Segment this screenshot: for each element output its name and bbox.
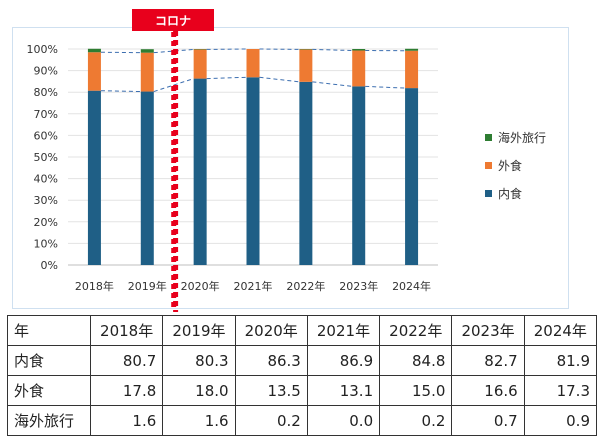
table-header-cell: 2021年 — [306, 315, 381, 346]
legend-swatch — [485, 134, 492, 141]
y-tick-label: 50% — [34, 151, 58, 164]
table-header-cell: 年 — [7, 315, 91, 346]
table-header-row: 年 2018年 2019年 2020年 2021年 2022年 2023年 20… — [7, 315, 598, 346]
x-tick-label: 2024年 — [392, 279, 431, 293]
table-cell: 1.6 — [89, 405, 164, 436]
bar-segment — [87, 52, 101, 91]
table-cell: 13.5 — [234, 375, 308, 406]
bar-segment — [352, 49, 366, 51]
table-header-cell: 2024年 — [523, 315, 598, 346]
y-tick-label: 80% — [34, 86, 58, 99]
table-cell: 0.2 — [379, 405, 453, 436]
y-tick-label: 60% — [34, 129, 58, 142]
table-cell: 86.9 — [306, 345, 381, 376]
y-tick-label: 40% — [34, 173, 58, 186]
y-tick-label: 100% — [27, 43, 58, 56]
bar-segment — [87, 90, 101, 265]
table-header-cell: 2022年 — [379, 315, 453, 346]
legend-label: 内食 — [498, 186, 522, 201]
table-row: 海外旅行 1.6 1.6 0.2 0.0 0.2 0.7 0.9 — [7, 405, 598, 436]
table-cell: 0.0 — [306, 405, 381, 436]
table-cell: 80.3 — [162, 345, 236, 376]
table-cell: 80.7 — [89, 345, 164, 376]
bar-segment — [140, 52, 154, 92]
legend-label: 外食 — [498, 158, 522, 173]
table-cell: 84.8 — [379, 345, 453, 376]
data-table: 年 2018年 2019年 2020年 2021年 2022年 2023年 20… — [7, 315, 598, 436]
table-cell: 0.7 — [451, 405, 525, 436]
table-cell: 82.7 — [451, 345, 525, 376]
x-tick-label: 2023年 — [339, 279, 378, 293]
table-cell: 17.8 — [89, 375, 164, 406]
table-cell: 0.2 — [234, 405, 308, 436]
bar-segment — [352, 86, 366, 265]
chart-area: 0% 10% 20% 30% 40% 50% 60% 70% 80% 90% 100% 2018年 20… — [12, 27, 569, 309]
bar-segment — [193, 78, 207, 265]
x-tick-label: 2021年 — [234, 279, 273, 293]
bar-segment — [87, 48, 101, 53]
bar-segment — [352, 50, 366, 87]
bar-segment — [405, 48, 419, 51]
bar-segment — [246, 49, 260, 78]
y-tick-label: 20% — [34, 216, 58, 229]
x-tick-label: 2018年 — [75, 279, 114, 293]
corona-annotation-label: コロナ — [132, 9, 214, 31]
bar-segment — [405, 88, 419, 265]
row-label: 海外旅行 — [7, 405, 91, 436]
table-header-cell: 2023年 — [451, 315, 525, 346]
table-header-cell: 2020年 — [234, 315, 308, 346]
y-tick-label: 70% — [34, 108, 58, 121]
table-cell: 1.6 — [162, 405, 236, 436]
table-cell: 16.6 — [451, 375, 525, 406]
y-tick-label: 30% — [34, 194, 58, 207]
table-cell: 81.9 — [523, 345, 598, 376]
x-tick-label: 2020年 — [181, 279, 220, 293]
bar-segment — [405, 50, 419, 89]
legend-label: 海外旅行 — [498, 130, 546, 145]
legend-swatch — [485, 190, 492, 197]
bar-segment — [140, 49, 154, 53]
table-cell: 17.3 — [523, 375, 598, 406]
corona-marker-extension — [173, 31, 179, 312]
table-cell: 0.9 — [523, 405, 598, 436]
y-tick-label: 10% — [34, 237, 58, 250]
table-cell: 13.1 — [306, 375, 381, 406]
y-tick-label: 0% — [41, 259, 58, 272]
bar-segment — [299, 81, 313, 265]
bar-segment — [246, 77, 260, 265]
bar-segment — [299, 49, 313, 82]
table-row: 内食 80.7 80.3 86.3 86.9 84.8 82.7 81.9 — [7, 345, 598, 376]
table-cell: 15.0 — [379, 375, 453, 406]
bar-segment — [140, 91, 154, 265]
y-tick-label: 90% — [34, 65, 58, 78]
x-tick-label: 2019年 — [128, 279, 167, 293]
x-tick-label: 2022年 — [286, 279, 325, 293]
bar-segment — [193, 49, 207, 79]
legend-swatch — [485, 162, 492, 169]
